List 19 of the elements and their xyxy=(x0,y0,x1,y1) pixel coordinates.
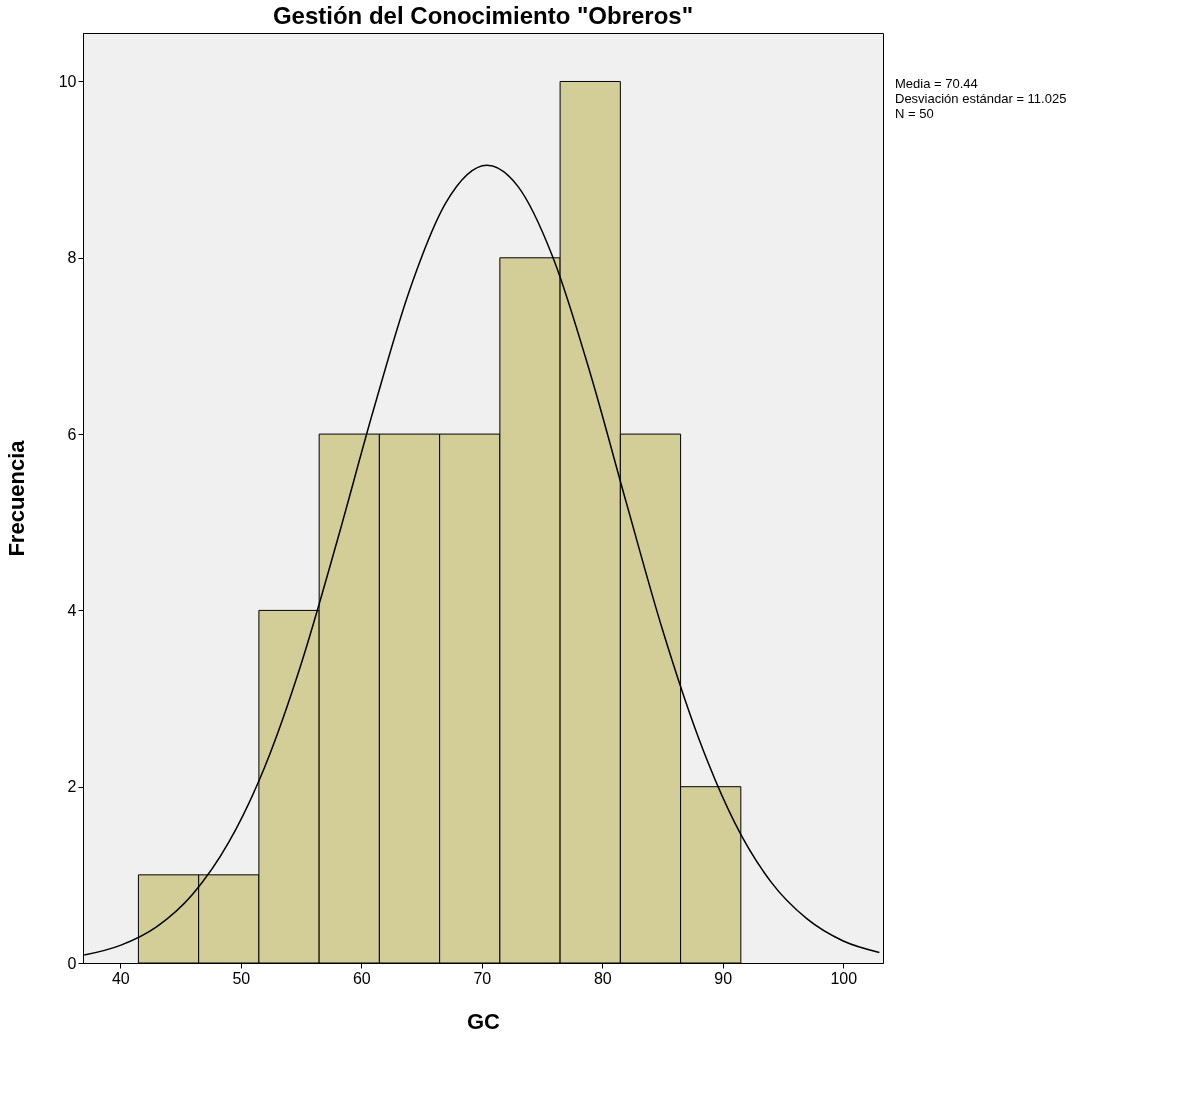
y-tick-label: 2 xyxy=(67,778,77,796)
x-tick-label: 50 xyxy=(232,969,251,987)
x-tick-label: 80 xyxy=(593,969,612,987)
chart-title: Gestión del Conocimiento "Obreros" xyxy=(272,2,694,29)
y-tick-label: 10 xyxy=(58,72,77,90)
x-tick-label: 100 xyxy=(830,969,858,987)
text: N = 50 xyxy=(895,106,934,121)
text: Media = 70.44 xyxy=(895,76,978,91)
x-axis-title: GC xyxy=(467,1008,501,1034)
x-tick-label: 70 xyxy=(473,969,492,987)
x-tick-label: 40 xyxy=(111,969,130,987)
y-tick-label: 8 xyxy=(67,249,77,267)
text: Desviación estándar = 11.025 xyxy=(895,91,1067,106)
x-tick-label: 60 xyxy=(352,969,371,987)
y-tick-label: 4 xyxy=(67,601,77,619)
y-tick-label: 6 xyxy=(67,425,77,443)
y-tick-label: 0 xyxy=(67,954,77,972)
y-axis-title: Frecuencia xyxy=(3,439,29,557)
x-tick-label: 90 xyxy=(714,969,733,987)
